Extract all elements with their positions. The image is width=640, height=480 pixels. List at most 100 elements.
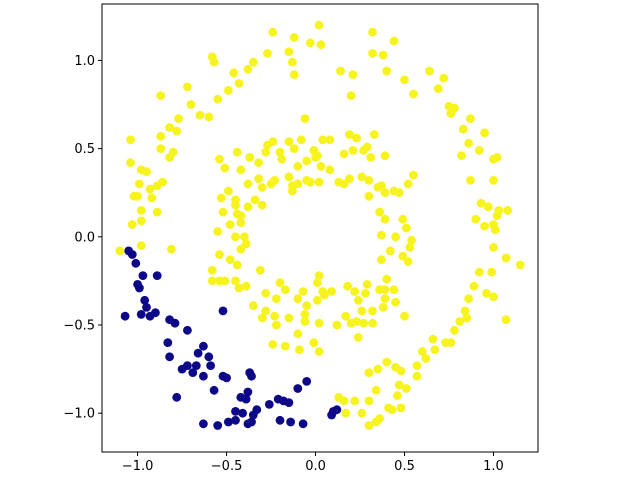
scatter-point — [293, 161, 303, 171]
scatter-point — [254, 174, 263, 184]
scatter-point — [293, 329, 303, 339]
scatter-point — [353, 295, 363, 305]
scatter-point — [378, 303, 388, 312]
scatter-point — [238, 408, 248, 418]
scatter-point — [236, 165, 246, 175]
x-tick-label: 1.0 — [483, 459, 504, 474]
scatter-point — [218, 207, 228, 217]
scatter-point — [204, 112, 214, 122]
scatter-point — [140, 295, 150, 305]
scatter-point — [489, 292, 498, 302]
scatter-point — [172, 392, 182, 402]
scatter-point — [336, 66, 345, 76]
scatter-point — [236, 218, 246, 228]
scatter-point — [490, 225, 500, 235]
scatter-point — [131, 258, 141, 268]
scatter-point — [247, 371, 256, 381]
scatter-point — [231, 415, 240, 425]
scatter-point — [361, 288, 370, 298]
scatter-point — [412, 371, 422, 381]
scatter-point — [231, 276, 240, 286]
scatter-point — [156, 91, 166, 101]
scatter-point — [135, 283, 144, 293]
scatter-point — [503, 206, 513, 215]
scatter-point — [501, 315, 511, 325]
scatter-point — [156, 144, 166, 154]
scatter-point — [316, 161, 326, 171]
scatter-point — [417, 347, 427, 356]
x-axis: −1.0 −0.5 0.0 0.5 1.0 — [122, 452, 504, 474]
scatter-point — [222, 373, 232, 383]
scatter-point — [245, 153, 255, 162]
scatter-point — [284, 47, 294, 56]
scatter-point — [183, 82, 192, 92]
scatter-point — [314, 347, 324, 356]
scatter-point — [224, 186, 233, 196]
scatter-point — [136, 310, 146, 319]
scatter-point — [147, 193, 157, 203]
scatter-point — [480, 221, 489, 231]
scatter-point — [193, 348, 203, 358]
scatter-point — [261, 147, 271, 157]
scatter-point — [501, 253, 511, 263]
scatter-point — [460, 306, 470, 316]
scatter-point — [314, 177, 324, 187]
y-tick-label: −1.0 — [63, 407, 95, 422]
scatter-point — [369, 130, 379, 139]
scatter-point — [275, 278, 285, 288]
scatter-point — [136, 241, 146, 251]
scatter-point — [272, 294, 281, 303]
scatter-point — [380, 294, 390, 303]
scatter-point — [138, 271, 148, 280]
scatter-point — [115, 246, 125, 256]
scatter-point — [257, 183, 267, 192]
scatter-point — [385, 246, 395, 256]
scatter-point — [357, 306, 367, 316]
scatter-point — [314, 271, 324, 280]
scatter-point — [243, 387, 253, 397]
scatter-point — [409, 170, 418, 180]
scatter-point — [464, 294, 473, 303]
scatter-point — [261, 288, 271, 298]
scatter-point — [231, 407, 240, 416]
scatter-point — [377, 255, 386, 265]
x-tick-label: −0.5 — [211, 459, 243, 474]
scatter-point — [220, 163, 230, 173]
scatter-point — [241, 281, 251, 291]
scatter-point — [364, 396, 374, 406]
scatter-point — [389, 285, 399, 295]
scatter-point — [464, 138, 473, 148]
scatter-point — [151, 308, 160, 318]
scatter-point — [382, 66, 392, 76]
scatter-point — [234, 79, 244, 88]
scatter-point — [455, 317, 465, 326]
scatter-point — [450, 325, 459, 335]
scatter-point — [199, 341, 208, 351]
scatter-point — [364, 421, 374, 430]
scatter-point — [476, 198, 486, 208]
scatter-point — [350, 396, 360, 406]
scatter-point — [272, 320, 281, 330]
scatter-point — [400, 75, 409, 85]
scatter-point — [165, 153, 175, 162]
scatter-point — [213, 94, 223, 104]
scatter-point — [320, 290, 329, 300]
scatter-point — [474, 146, 484, 155]
scatter-point — [257, 200, 267, 210]
scatter-point — [398, 214, 408, 224]
scatter-point — [277, 154, 287, 164]
scatter-point — [165, 352, 175, 362]
scatter-point — [471, 214, 481, 224]
scatter-point — [362, 280, 372, 289]
y-tick-label: 0.0 — [74, 230, 95, 245]
scatter-point — [298, 419, 308, 429]
scatter-point — [145, 184, 155, 194]
scatter-point — [430, 345, 440, 355]
scatter-point — [515, 260, 525, 270]
scatter-point — [391, 362, 400, 372]
scatter-point — [380, 188, 390, 198]
scatter-point — [254, 158, 263, 168]
scatter-point — [325, 135, 335, 145]
scatter-point — [325, 165, 335, 175]
scatter-point — [126, 135, 135, 145]
